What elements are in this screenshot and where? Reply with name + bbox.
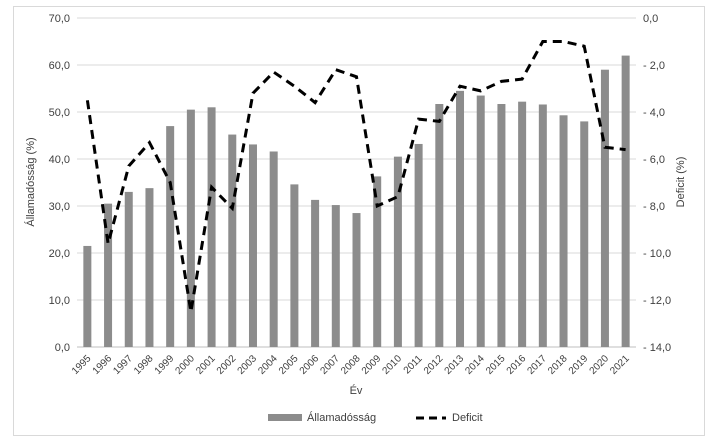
bar-2015 <box>497 104 506 347</box>
bar-2012 <box>435 104 444 347</box>
x-axis-label: Év <box>350 384 363 397</box>
x-tick-label: 1995 <box>70 353 94 377</box>
bar-1995 <box>83 245 92 347</box>
y-axis-left-label: Államadósság (%) <box>24 137 37 226</box>
deficit-line <box>85 40 626 313</box>
y-left-tick-label: 0,0 <box>55 342 70 354</box>
x-tick-label: 2021 <box>608 353 632 377</box>
bar-2005 <box>290 184 299 347</box>
y-right-tick-label: - 14,0 <box>643 342 671 354</box>
legend-label-line: Deficit <box>452 412 483 424</box>
x-tick-label: 1996 <box>91 353 115 377</box>
y-left-tick-label: 20,0 <box>49 248 70 260</box>
chart-frame <box>13 6 705 436</box>
y-left-tick-label: 30,0 <box>49 201 70 213</box>
x-tick-label: 2006 <box>298 353 322 377</box>
bar-2017 <box>538 104 547 347</box>
x-tick-label: 2003 <box>236 353 260 377</box>
legend-label-bar: Államadósság <box>307 411 376 424</box>
bar-1999 <box>166 126 175 347</box>
x-tick-label: 2012 <box>422 353 446 377</box>
y-right-tick-label: - 2,0 <box>643 60 665 72</box>
bar-2000 <box>186 109 195 348</box>
bar-2013 <box>456 90 465 347</box>
bar-2019 <box>580 121 589 348</box>
y-right-tick-label: - 8,0 <box>643 201 665 213</box>
y-right-tick-label: - 6,0 <box>643 154 665 166</box>
x-tick-label: 2020 <box>588 353 612 377</box>
x-tick-label: 2011 <box>402 353 425 376</box>
x-tick-label: 2010 <box>381 353 405 377</box>
y-right-tick-label: - 4,0 <box>643 107 665 119</box>
x-tick-label: 2019 <box>567 353 591 377</box>
bar-1998 <box>145 188 154 347</box>
x-tick-label: 2017 <box>525 353 549 377</box>
y-left-tick-label: 10,0 <box>49 295 70 307</box>
y-right-tick-label: - 10,0 <box>643 248 671 260</box>
bar-2018 <box>559 115 568 347</box>
bar-2021 <box>621 55 630 347</box>
bar-2014 <box>476 95 485 347</box>
bar-2006 <box>311 199 320 347</box>
x-tick-label: 2015 <box>484 353 508 377</box>
x-tick-label: 2009 <box>360 353 384 377</box>
x-tick-label: 2005 <box>277 353 301 377</box>
x-tick-label: 2013 <box>443 353 467 377</box>
bar-2007 <box>331 205 340 347</box>
bar-1997 <box>124 191 133 347</box>
x-tick-label: 2016 <box>505 353 529 377</box>
y-left-tick-label: 40,0 <box>49 154 70 166</box>
x-tick-label: 2014 <box>463 353 487 377</box>
bar-2001 <box>207 107 216 347</box>
x-tick-label: 2002 <box>215 353 239 377</box>
x-tick-label: 1997 <box>111 353 135 377</box>
bar-2002 <box>228 134 237 347</box>
bar-2008 <box>352 213 361 347</box>
y-left-tick-label: 50,0 <box>49 107 70 119</box>
x-tick-label: 2000 <box>173 353 197 377</box>
x-tick-label: 1998 <box>132 353 156 377</box>
bar-2020 <box>600 69 609 347</box>
bar-2003 <box>248 144 257 347</box>
x-tick-label: 1999 <box>153 353 177 377</box>
x-tick-label: 2018 <box>546 353 570 377</box>
y-right-tick-label: - 12,0 <box>643 295 671 307</box>
bar-1996 <box>104 203 113 347</box>
legend: Államadósság Deficit <box>268 411 483 424</box>
bar-2004 <box>269 151 278 347</box>
x-tick-label: 2008 <box>339 353 363 377</box>
x-tick-label: 2004 <box>256 353 280 377</box>
x-tick-label: 2007 <box>318 353 342 377</box>
bar-2010 <box>393 156 402 347</box>
y-right-tick-label: 0,0 <box>643 13 658 25</box>
bar-2011 <box>414 143 423 347</box>
x-tick-label: 2001 <box>194 353 218 377</box>
y-left-tick-label: 60,0 <box>49 60 70 72</box>
legend-swatch-bar <box>268 414 302 421</box>
y-axis-right-label: Deficit (%) <box>675 157 687 208</box>
bar-2009 <box>373 176 382 347</box>
y-left-tick-label: 70,0 <box>49 13 70 25</box>
bar-2016 <box>518 101 527 347</box>
